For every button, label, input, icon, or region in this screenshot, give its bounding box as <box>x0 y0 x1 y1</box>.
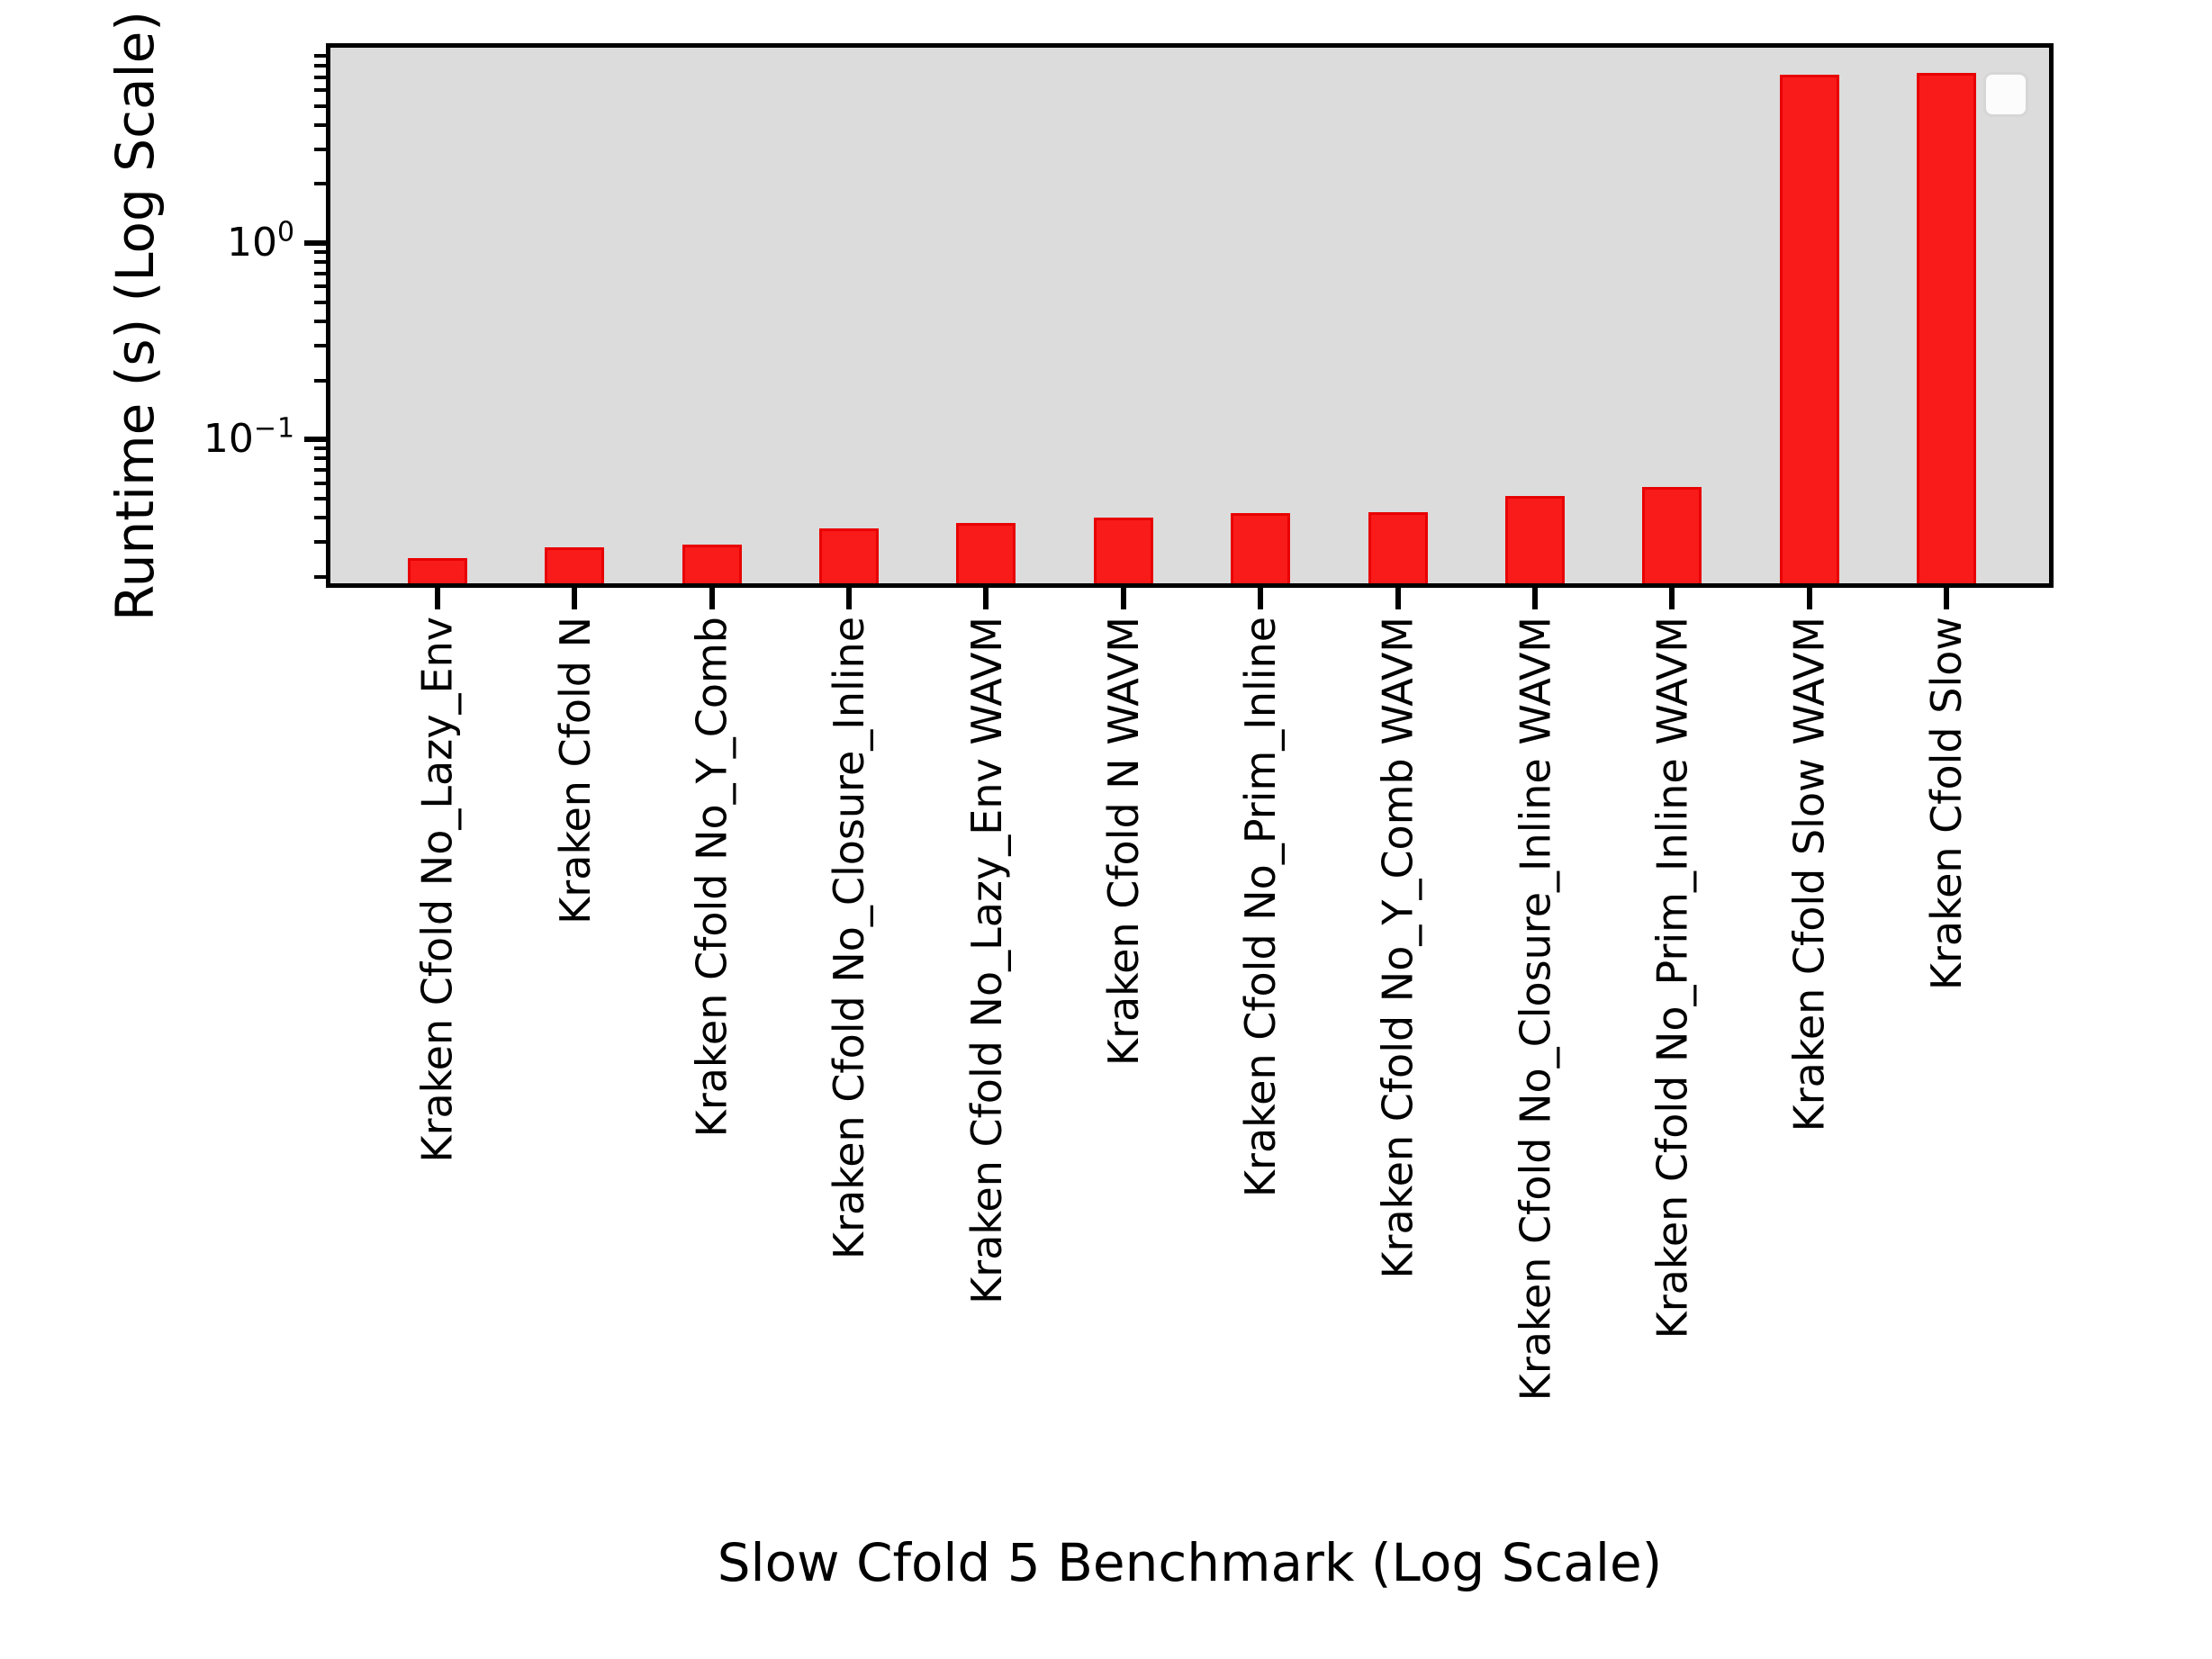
y-axis-tick <box>304 240 326 247</box>
y-axis-tick <box>314 122 326 127</box>
y-axis-tick <box>314 250 326 255</box>
x-axis-tick <box>1120 588 1126 609</box>
bar <box>1642 487 1702 583</box>
x-axis-tick <box>1943 588 1949 609</box>
y-axis-tick <box>314 271 326 275</box>
y-axis-tick <box>314 182 326 186</box>
x-tick-label: Kraken Cfold Slow WAVM <box>1784 617 1834 1132</box>
y-axis-tick <box>314 300 326 304</box>
bar <box>682 545 742 583</box>
bar <box>1093 517 1153 583</box>
y-axis-tick <box>304 437 326 443</box>
x-axis-tick <box>1258 588 1264 609</box>
x-tick-label: Kraken Cfold N <box>550 617 600 924</box>
x-tick-label: Kraken Cfold No_Lazy_Env WAVM <box>962 617 1011 1304</box>
bar <box>1779 75 1839 583</box>
y-axis-tick <box>314 574 326 579</box>
y-axis-tick <box>314 540 326 545</box>
y-axis-tick <box>314 319 326 323</box>
x-tick-label: Kraken Cfold N WAVM <box>1098 617 1148 1067</box>
y-axis-tick <box>314 446 326 451</box>
bar <box>956 523 1016 583</box>
bar <box>1916 72 1976 583</box>
y-axis-tick <box>314 104 326 108</box>
y-axis-tick <box>314 64 326 68</box>
x-tick-label: Kraken Cfold No_Closure_Inline <box>825 617 874 1260</box>
y-tick-label: 100 <box>226 216 295 266</box>
y-axis-tick <box>314 515 326 519</box>
x-tick-label: Kraken Cfold No_Y_Comb WAVM <box>1373 617 1422 1279</box>
x-tick-label: Kraken Cfold No_Closure_Inline WAVM <box>1510 617 1559 1402</box>
y-axis-tick <box>314 467 326 472</box>
y-axis-tick <box>314 284 326 289</box>
plot-area <box>326 43 2054 588</box>
x-tick-label: Kraken Cfold No_Prim_Inline <box>1236 617 1286 1198</box>
bar <box>819 528 880 583</box>
x-axis-tick <box>846 588 853 609</box>
x-tick-label: Kraken Cfold No_Prim_Inline WAVM <box>1648 617 1697 1339</box>
y-axis-tick <box>314 75 326 79</box>
y-axis-tick <box>314 496 326 500</box>
x-axis-title: Slow Cfold 5 Benchmark (Log Scale) <box>717 1532 1663 1593</box>
bar <box>1368 512 1428 583</box>
bar <box>1504 496 1565 583</box>
x-axis-tick <box>1531 588 1538 609</box>
legend-box <box>1983 72 2028 117</box>
bar <box>1231 512 1291 583</box>
y-tick-label: 10−1 <box>203 412 295 463</box>
y-axis-tick <box>314 260 326 265</box>
x-axis-tick <box>572 588 578 609</box>
x-tick-label: Kraken Cfold Slow <box>1921 617 1971 991</box>
y-axis-tick <box>314 148 326 152</box>
x-axis-tick <box>435 588 440 609</box>
x-tick-label: Kraken Cfold No_Y_Comb <box>687 617 736 1138</box>
y-axis-label: Runtime (s) (Log Scale) <box>104 10 166 621</box>
y-axis-tick <box>314 54 326 59</box>
bar <box>545 547 605 583</box>
bar <box>408 558 467 583</box>
x-axis-tick <box>1395 588 1401 609</box>
x-axis-tick <box>983 588 989 609</box>
x-axis-tick <box>1669 588 1675 609</box>
y-axis-tick <box>314 481 326 485</box>
y-axis-tick <box>314 378 326 383</box>
x-axis-tick <box>709 588 715 609</box>
y-axis-tick <box>314 88 326 93</box>
x-tick-label: Kraken Cfold No_Lazy_Env <box>413 617 462 1163</box>
y-axis-tick <box>314 344 326 348</box>
y-axis-tick <box>314 456 326 461</box>
x-axis-tick <box>1806 588 1812 609</box>
